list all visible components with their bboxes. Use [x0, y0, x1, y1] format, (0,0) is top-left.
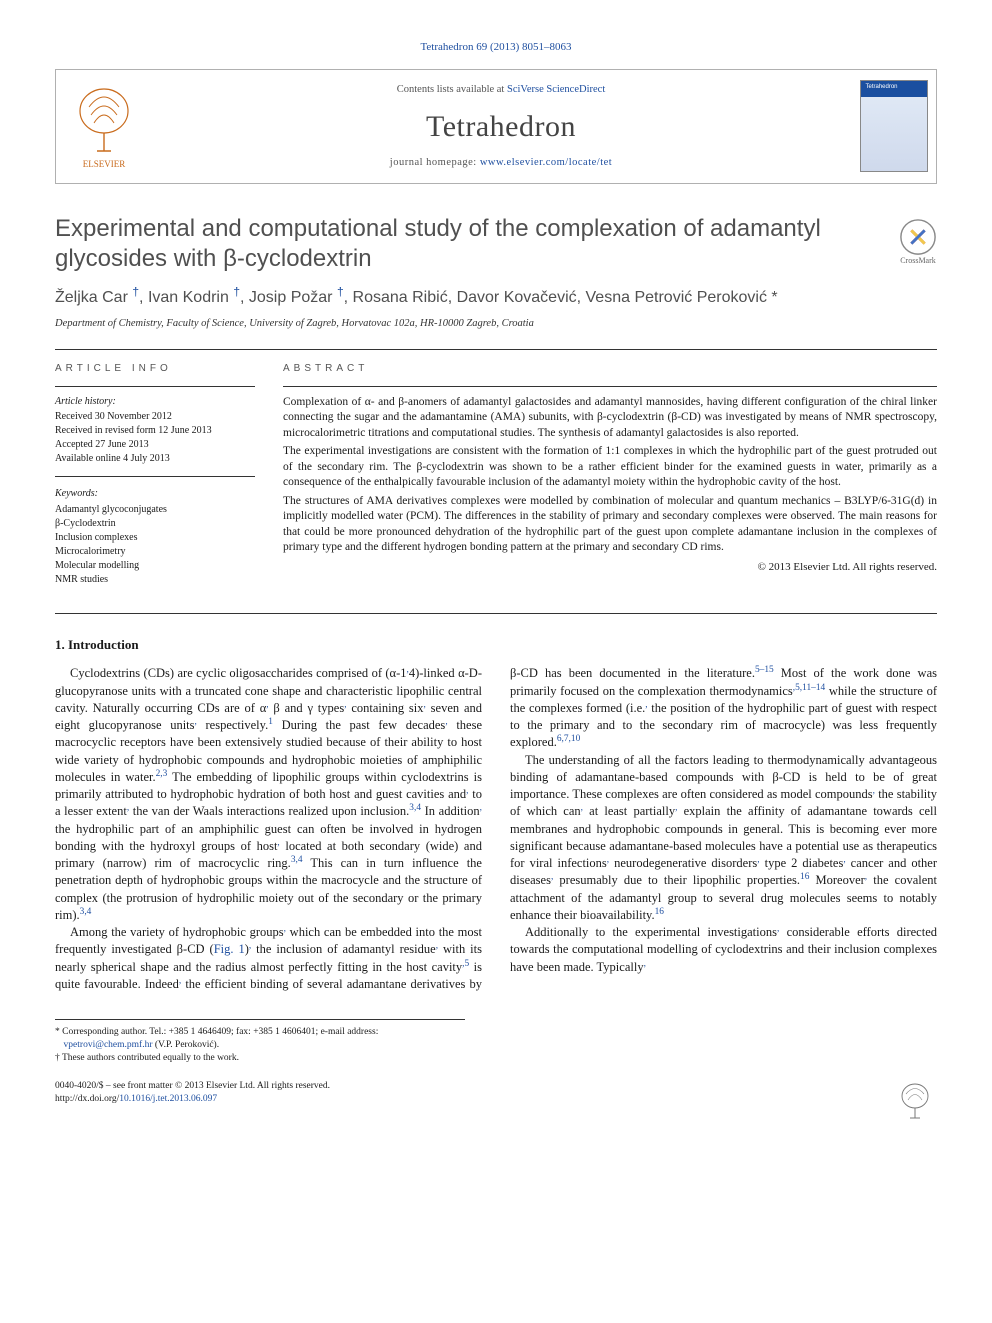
abstract-column: ABSTRACT Complexation of α- and β-anomer…: [283, 356, 937, 607]
crossmark-badge[interactable]: CrossMark: [899, 218, 937, 267]
doi-link[interactable]: 10.1016/j.tet.2013.06.097: [119, 1094, 217, 1104]
body-paragraph: Additionally to the experimental investi…: [510, 924, 937, 976]
contents-available-line: Contents lists available at SciVerse Sci…: [397, 83, 605, 97]
elsevier-tree-icon: ELSEVIER: [69, 81, 139, 171]
affiliation: Department of Chemistry, Faculty of Scie…: [55, 317, 937, 331]
body-text: Cyclodextrins (CDs) are cyclic oligosacc…: [55, 665, 937, 993]
footnotes: * Corresponding author. Tel.: +385 1 464…: [55, 1019, 465, 1064]
keyword-item: Adamantyl glycoconjugates: [55, 503, 255, 517]
abstract-paragraph: Complexation of α- and β-anomers of adam…: [283, 395, 937, 442]
journal-cover-thumb: Tetrahedron: [851, 70, 936, 183]
section-heading-intro: 1. Introduction: [55, 636, 937, 654]
divider: [55, 349, 937, 350]
sciencedirect-link[interactable]: SciVerse ScienceDirect: [507, 84, 605, 95]
history-item: Accepted 27 June 2013: [55, 438, 255, 452]
article-info-column: ARTICLE INFO Article history: Received 3…: [55, 356, 255, 607]
contents-prefix: Contents lists available at: [397, 84, 507, 95]
keyword-item: β-Cyclodextrin: [55, 517, 255, 531]
history-item: Received 30 November 2012: [55, 410, 255, 424]
article-title: Experimental and computational study of …: [55, 214, 825, 274]
abstract-copyright: © 2013 Elsevier Ltd. All rights reserved…: [283, 560, 937, 575]
issn-line: 0040-4020/$ – see front matter © 2013 El…: [55, 1080, 330, 1092]
doi-prefix: http://dx.doi.org/: [55, 1094, 119, 1104]
crossmark-label: CrossMark: [900, 256, 936, 267]
elsevier-footer-logo: [893, 1080, 937, 1129]
keywords-label: Keywords:: [55, 487, 255, 501]
abstract-paragraph: The structures of AMA derivatives comple…: [283, 494, 937, 556]
publisher-logo: ELSEVIER: [56, 70, 151, 183]
journal-name: Tetrahedron: [426, 107, 576, 148]
keyword-item: Molecular modelling: [55, 559, 255, 573]
divider: [55, 613, 937, 614]
history-item: Available online 4 July 2013: [55, 452, 255, 466]
journal-homepage-line: journal homepage: www.elsevier.com/locat…: [390, 156, 612, 170]
homepage-prefix: journal homepage:: [390, 157, 480, 168]
page-footer: 0040-4020/$ – see front matter © 2013 El…: [55, 1074, 937, 1129]
abstract-paragraph: The experimental investigations are cons…: [283, 444, 937, 491]
journal-homepage-link[interactable]: www.elsevier.com/locate/tet: [480, 157, 612, 168]
history-item: Received in revised form 12 June 2013: [55, 424, 255, 438]
equal-contribution-footnote: † These authors contributed equally to t…: [55, 1052, 465, 1065]
author-email-link[interactable]: vpetrovi@chem.pmf.hr: [64, 1040, 153, 1050]
citation-line: Tetrahedron 69 (2013) 8051–8063: [55, 40, 937, 55]
history-label: Article history:: [55, 395, 255, 409]
elsevier-tree-icon: [893, 1080, 937, 1124]
crossmark-icon: [899, 218, 937, 256]
article-info-head: ARTICLE INFO: [55, 362, 255, 376]
cover-label: Tetrahedron: [866, 83, 898, 91]
body-paragraph: The understanding of all the factors lea…: [510, 752, 937, 925]
keyword-item: NMR studies: [55, 573, 255, 587]
svg-text:ELSEVIER: ELSEVIER: [82, 159, 125, 169]
corresponding-author-footnote: * Corresponding author. Tel.: +385 1 464…: [55, 1026, 465, 1052]
abstract-head: ABSTRACT: [283, 362, 937, 376]
author-list: Željka Car †, Ivan Kodrin †, Josip Požar…: [55, 286, 937, 309]
journal-header: ELSEVIER Contents lists available at Sci…: [55, 69, 937, 184]
keyword-item: Microcalorimetry: [55, 545, 255, 559]
keyword-item: Inclusion complexes: [55, 531, 255, 545]
body-paragraph: Cyclodextrins (CDs) are cyclic oligosacc…: [55, 665, 482, 924]
